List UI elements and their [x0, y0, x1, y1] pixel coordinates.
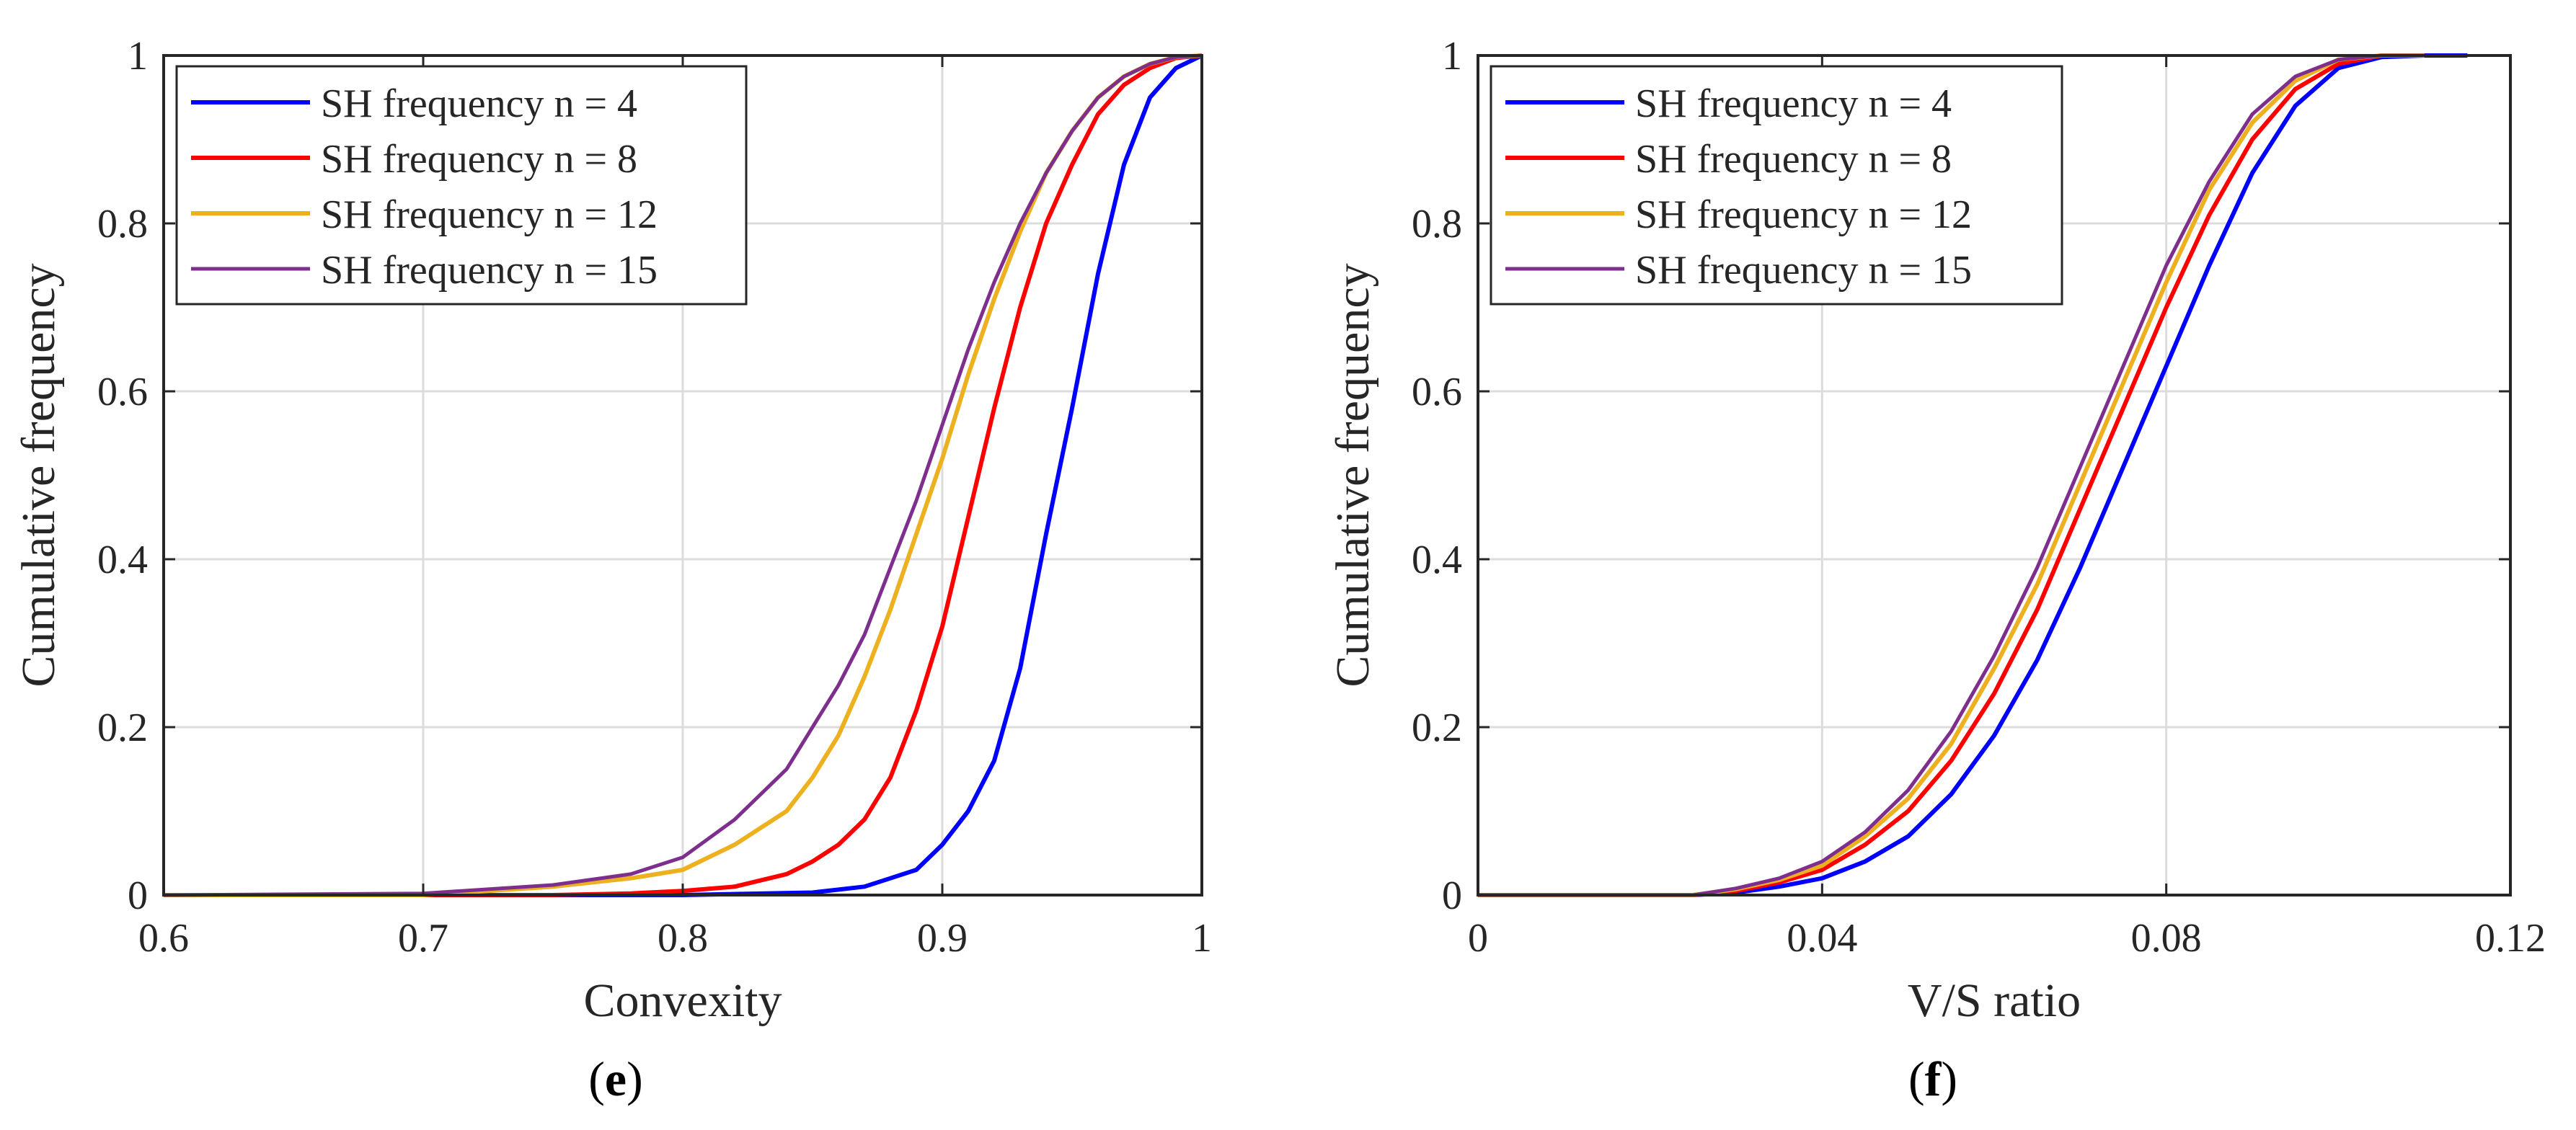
x-axis-label: V/S ratio: [1908, 974, 2081, 1027]
y-axis-label: Cumulative frequency: [12, 263, 65, 687]
x-tick-label: 0.9: [917, 916, 968, 961]
series-line-n15: [1478, 53, 2425, 897]
x-tick-label: 0.6: [138, 916, 189, 961]
y-tick-label: 0.2: [97, 706, 148, 750]
legend-label: SH frequency n = 12: [1635, 192, 1972, 237]
chart-panel-e: 0.6 0.7 0.8 0.9 1 0 0.2 0.4 0.6 0.8 1 Convexity Cumu…: [12, 34, 1212, 1027]
y-tick-label: 0.8: [97, 202, 148, 246]
legend: SH frequency n = 4 SH frequency n = 8 SH f…: [175, 65, 748, 306]
x-tick-label: 0.04: [1787, 916, 1857, 961]
x-tick-label: 0: [1468, 916, 1488, 961]
x-tick-label: 0.08: [2131, 916, 2202, 961]
x-tick-label: 0.7: [398, 916, 448, 961]
y-tick-label: 0.4: [97, 538, 148, 582]
legend-label: SH frequency n = 8: [321, 137, 637, 182]
chart-panel-f: 0 0.04 0.08 0.12 0 0.2 0.4 0.6 0.8 1 V/S ratio Cumu…: [1327, 34, 2546, 1027]
legend-label: SH frequency n = 15: [1635, 248, 1972, 293]
x-tick-label: 0.12: [2475, 916, 2546, 961]
y-tick-label: 0.8: [1412, 202, 1462, 246]
legend-label: SH frequency n = 4: [321, 81, 637, 126]
series-line-n8: [164, 53, 1203, 897]
y-tick-label: 1: [128, 34, 148, 79]
series-line-n4: [164, 53, 1203, 897]
legend: SH frequency n = 4 SH frequency n = 8 SH f…: [1490, 65, 2063, 306]
y-axis-label: Cumulative frequency: [1327, 263, 1379, 687]
x-axis-label: Convexity: [584, 974, 782, 1027]
y-tick-label: 0.4: [1412, 538, 1462, 582]
axes-box: [1477, 54, 2512, 897]
panel-label-f: (f): [1908, 1051, 1957, 1106]
series-line-n8: [1478, 53, 2425, 897]
y-tick-label: 0.6: [97, 370, 148, 414]
x-tick-label: 0.8: [658, 916, 708, 961]
x-tick-label: 1: [1192, 916, 1212, 961]
legend-box: [1490, 65, 2063, 306]
y-tick-label: 0.2: [1412, 706, 1462, 750]
y-tick-label: 1: [1442, 34, 1462, 79]
legend-box: [175, 65, 748, 306]
series-line-n4: [1478, 53, 2468, 897]
legend-label: SH frequency n = 8: [1635, 137, 1952, 182]
y-tick-label: 0.6: [1412, 370, 1462, 414]
legend-label: SH frequency n = 15: [321, 248, 658, 293]
y-tick-label: 0: [1442, 873, 1462, 918]
y-tick-label: 0: [128, 873, 148, 918]
legend-label: SH frequency n = 4: [1635, 81, 1952, 126]
legend-label: SH frequency n = 12: [321, 192, 658, 237]
panel-label-e: (e): [588, 1051, 643, 1106]
series-line-n15: [163, 53, 1203, 897]
